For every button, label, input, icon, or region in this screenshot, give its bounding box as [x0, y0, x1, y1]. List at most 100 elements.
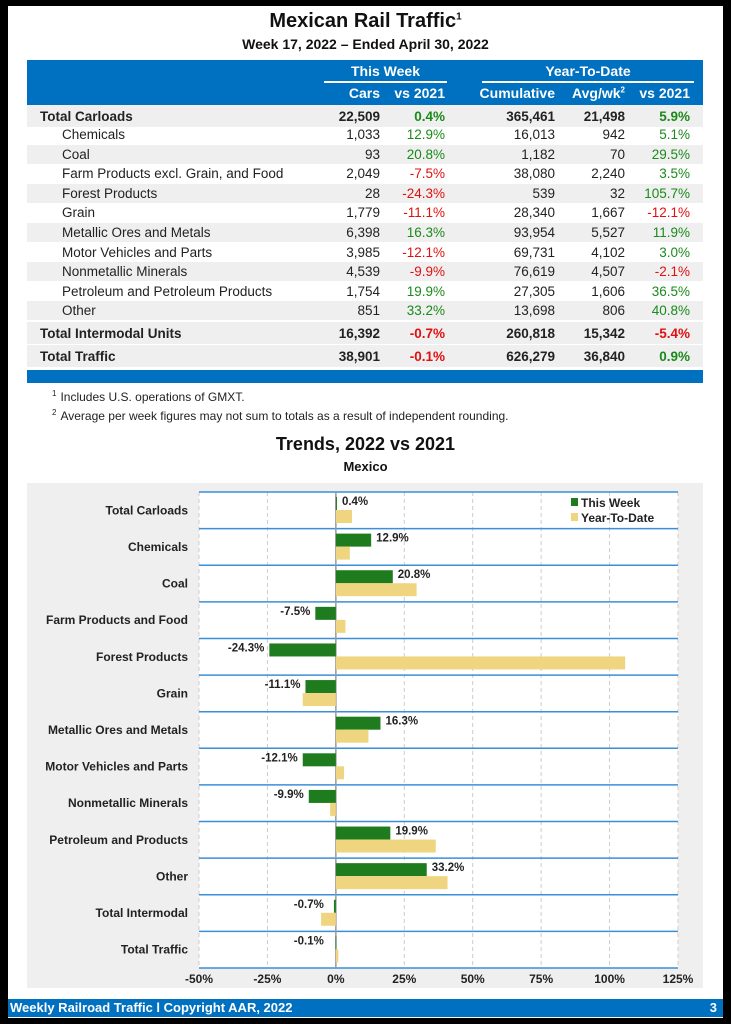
row-label: Coal — [62, 147, 90, 162]
ytd-vs2021-value: 36.5% — [651, 284, 690, 299]
x-tick-label: 25% — [392, 972, 416, 986]
cumulative-value: 69,731 — [513, 245, 555, 260]
legend-swatch — [571, 513, 578, 521]
cumulative-value: 38,080 — [513, 166, 555, 181]
table-row: Metallic Ores and Metals 6,398 16.3% 93,954… — [27, 223, 703, 242]
footnote-2: 2 Average per week figures may not sum to… — [52, 408, 509, 423]
page-number: 3 — [709, 1000, 717, 1015]
ytd-bar — [335, 839, 436, 853]
cumulative-value: 626,279 — [506, 349, 555, 364]
vs2021-value: -7.5% — [409, 166, 445, 181]
table-row: Motor Vehicles and Parts 3,985 -12.1% 69,73… — [27, 243, 703, 262]
this-week-bar — [335, 863, 427, 877]
ytd-bar — [335, 876, 448, 890]
page-title: Mexican Rail Traffic1 — [269, 10, 462, 32]
row-label: Metallic Ores and Metals — [62, 225, 211, 240]
ytd-bar — [302, 693, 336, 707]
row-label: Grain — [62, 205, 96, 220]
cumulative-value: 28,340 — [513, 205, 555, 220]
category-label: Total Intermodal — [96, 906, 188, 920]
table-row: Chemicals 1,033 12.9% 16,013 942 5.1% — [27, 125, 703, 144]
ytd-bar — [335, 656, 626, 670]
cars-value: 2,049 — [346, 166, 380, 181]
cars-value: 851 — [357, 303, 380, 318]
data-label: 16.3% — [385, 716, 418, 728]
avg-wk-value: 5,527 — [591, 225, 625, 240]
legend-swatch — [571, 498, 578, 506]
cars-value: 6,398 — [346, 225, 380, 240]
chart-title: Trends, 2022 vs 2021 — [275, 434, 456, 454]
ytd-bar — [335, 619, 346, 633]
cumulative-value: 27,305 — [513, 284, 555, 299]
data-label: 20.8% — [398, 569, 431, 581]
footnote-1: 1 Includes U.S. operations of GMXT. — [52, 389, 245, 404]
ytd-bar — [335, 546, 350, 560]
cars-value: 38,901 — [338, 349, 380, 364]
vs2021-value: 12.9% — [406, 127, 445, 142]
row-label: Nonmetallic Minerals — [62, 264, 188, 279]
vs2021-value: -12.1% — [402, 245, 445, 260]
data-label: -7.5% — [280, 606, 310, 618]
col-vs2021: vs 2021 — [394, 85, 445, 101]
x-tick-label: 50% — [461, 972, 485, 986]
vs2021-value: 16.3% — [406, 225, 445, 240]
data-label: -11.1% — [265, 679, 301, 691]
table-row: Farm Products excl. Grain, and Food 2,049… — [27, 164, 703, 183]
cumulative-value: 260,818 — [506, 326, 555, 341]
avg-wk-value: 4,102 — [591, 245, 625, 260]
this-week-bar — [269, 643, 336, 657]
avg-wk-value: 15,342 — [583, 326, 625, 341]
row-label: Total Intermodal Units — [40, 326, 182, 341]
category-label: Farm Products and Food — [46, 613, 188, 627]
page-subtitle: Week 17, 2022 – Ended April 30, 2022 — [242, 36, 489, 52]
avg-wk-value: 942 — [602, 127, 625, 142]
table-footer-bar — [27, 370, 703, 383]
x-tick-label: 125% — [663, 972, 694, 986]
ytd-bar — [335, 510, 353, 523]
avg-wk-value: 2,240 — [591, 166, 625, 181]
ytd-vs2021-value: 3.0% — [659, 245, 690, 260]
cars-value: 22,509 — [338, 109, 380, 124]
cumulative-value: 365,461 — [506, 109, 555, 124]
table-row: Forest Products 28 -24.3% 539 32 105.7% — [27, 184, 703, 203]
this-week-bar — [335, 716, 381, 730]
cumulative-value: 76,619 — [513, 264, 555, 279]
ytd-vs2021-value: 11.9% — [652, 225, 690, 240]
table-row: Coal 93 20.8% 1,182 70 29.5% — [27, 145, 703, 164]
ytd-vs2021-value: 5.9% — [659, 109, 690, 124]
row-label: Petroleum and Petroleum Products — [62, 284, 273, 299]
this-week-bar — [335, 936, 337, 950]
data-label: 19.9% — [395, 826, 428, 838]
vs2021-value: -11.1% — [403, 205, 445, 220]
cumulative-value: 13,698 — [513, 303, 555, 318]
ytd-bar — [335, 949, 339, 963]
vs2021-value: -9.9% — [409, 264, 445, 279]
ytd-bar — [335, 583, 417, 597]
data-label: -9.9% — [274, 789, 304, 801]
ytd-vs2021-value: -12.1% — [647, 205, 690, 220]
data-label: -0.7% — [294, 899, 324, 911]
footer: Weekly Railroad Traffic l Copyright AAR,… — [8, 999, 723, 1017]
ytd-bar — [335, 766, 345, 780]
footer-text: Weekly Railroad Traffic l Copyright AAR,… — [10, 1000, 293, 1015]
row-label: Chemicals — [62, 127, 126, 142]
row-label: Forest Products — [62, 186, 158, 201]
cumulative-value: 539 — [532, 186, 555, 201]
col-ytd-vs2021: vs 2021 — [639, 85, 690, 101]
col-cars: Cars — [348, 85, 380, 101]
cumulative-value: 1,182 — [521, 147, 555, 162]
table-row: Nonmetallic Minerals 4,539 -9.9% 76,619 4,50… — [27, 262, 703, 281]
vs2021-value: 0.4% — [414, 109, 445, 124]
data-label: -0.1% — [294, 935, 324, 947]
chart-subtitle: Mexico — [343, 459, 388, 474]
cumulative-value: 93,954 — [513, 225, 555, 240]
table-row: Total Carloads 22,509 0.4% 365,461 21,498 5.9… — [27, 105, 703, 127]
this-week-bar — [333, 899, 336, 913]
table-row: Total Traffic 38,901 -0.1% 626,279 36,840 0.9… — [27, 345, 703, 367]
category-label: Forest Products — [96, 650, 188, 664]
plot-area — [199, 492, 678, 968]
row-label: Farm Products excl. Grain, and Food — [62, 166, 284, 181]
vs2021-value: 33.2% — [406, 303, 445, 318]
data-label: 33.2% — [432, 862, 465, 874]
